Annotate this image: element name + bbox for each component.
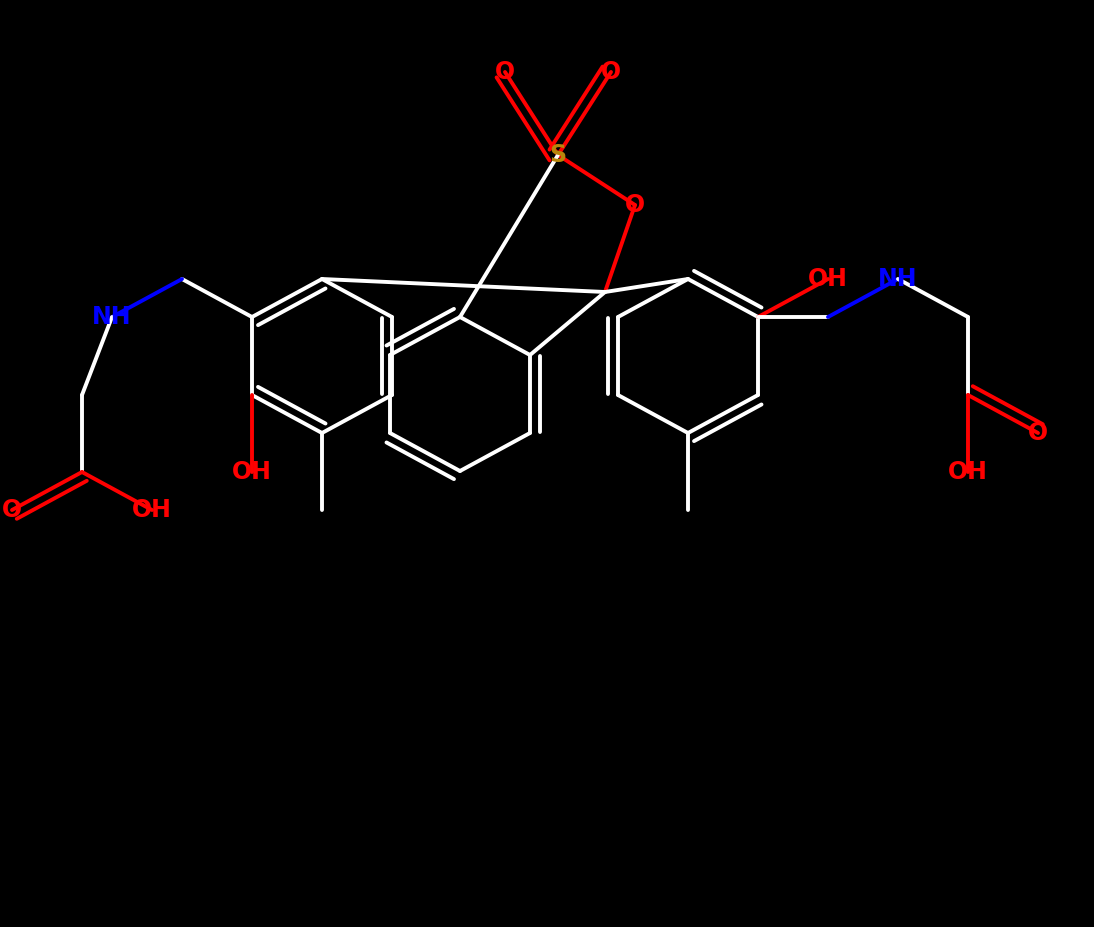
- Text: O: O: [2, 498, 22, 522]
- Text: O: O: [625, 193, 645, 217]
- Text: NH: NH: [92, 305, 131, 329]
- Text: OH: OH: [132, 498, 172, 522]
- Text: NH: NH: [878, 267, 918, 291]
- Text: OH: OH: [808, 267, 848, 291]
- Text: O: O: [601, 60, 621, 84]
- Text: O: O: [494, 60, 515, 84]
- Text: S: S: [549, 143, 567, 167]
- Text: OH: OH: [948, 460, 988, 484]
- Text: O: O: [1028, 421, 1048, 445]
- Text: OH: OH: [232, 460, 272, 484]
